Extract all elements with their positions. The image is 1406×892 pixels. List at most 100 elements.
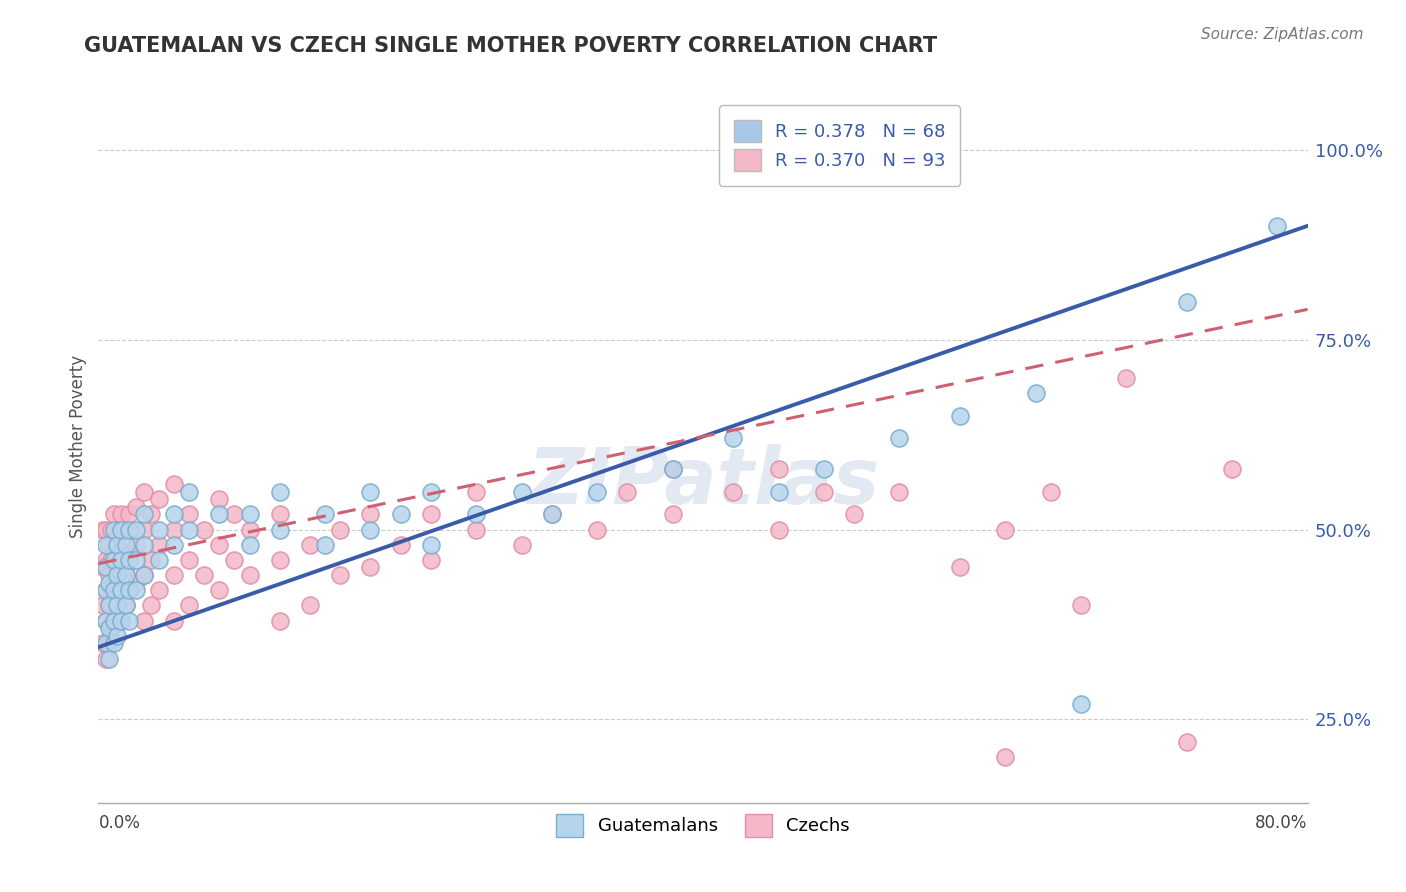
Point <box>723 431 745 445</box>
Point <box>994 750 1017 764</box>
Point <box>540 508 562 522</box>
Point <box>1070 599 1092 613</box>
Point <box>299 538 322 552</box>
Text: 0.0%: 0.0% <box>98 814 141 832</box>
Point <box>360 484 382 499</box>
Point <box>118 523 141 537</box>
Point <box>148 538 170 552</box>
Point <box>98 599 121 613</box>
Point <box>118 553 141 567</box>
Point <box>118 545 141 559</box>
Point <box>768 523 790 537</box>
Point <box>314 538 336 552</box>
Point <box>465 508 488 522</box>
Point <box>616 484 638 499</box>
Text: 80.0%: 80.0% <box>1256 814 1308 832</box>
Point <box>844 508 866 522</box>
Point <box>98 538 121 552</box>
Point <box>98 599 121 613</box>
Point <box>269 484 291 499</box>
Point <box>103 614 125 628</box>
Point <box>103 614 125 628</box>
Point <box>949 560 972 574</box>
Point <box>510 538 533 552</box>
Point <box>110 508 132 522</box>
Point <box>949 409 972 423</box>
Point <box>465 484 488 499</box>
Point <box>91 599 114 613</box>
Point <box>98 575 121 590</box>
Point <box>125 583 148 598</box>
Point <box>94 583 117 598</box>
Point <box>132 568 155 582</box>
Point <box>208 583 231 598</box>
Point <box>103 523 125 537</box>
Point <box>389 508 412 522</box>
Point <box>420 508 443 522</box>
Point <box>94 636 117 650</box>
Point <box>114 523 136 537</box>
Point <box>360 508 382 522</box>
Point <box>193 568 215 582</box>
Point <box>889 431 911 445</box>
Point <box>100 621 122 635</box>
Point <box>269 614 291 628</box>
Point <box>420 484 443 499</box>
Point <box>224 553 246 567</box>
Point <box>132 508 155 522</box>
Point <box>103 508 125 522</box>
Point <box>813 462 835 476</box>
Point <box>132 538 155 552</box>
Point <box>105 568 128 582</box>
Point <box>110 553 132 567</box>
Point <box>163 568 186 582</box>
Point <box>1220 462 1243 476</box>
Point <box>329 568 352 582</box>
Point <box>299 599 322 613</box>
Point <box>132 568 155 582</box>
Point <box>110 614 132 628</box>
Point <box>98 636 121 650</box>
Point <box>91 636 114 650</box>
Point <box>586 523 609 537</box>
Point <box>114 560 136 574</box>
Point <box>540 508 562 522</box>
Point <box>91 523 114 537</box>
Point <box>179 553 201 567</box>
Point <box>269 508 291 522</box>
Point <box>98 651 121 665</box>
Point <box>125 538 148 552</box>
Point <box>110 545 132 559</box>
Text: Source: ZipAtlas.com: Source: ZipAtlas.com <box>1201 27 1364 42</box>
Point <box>118 583 141 598</box>
Point <box>114 599 136 613</box>
Point <box>163 523 186 537</box>
Point <box>889 484 911 499</box>
Text: ZIPatlas: ZIPatlas <box>527 443 879 520</box>
Point <box>98 568 121 582</box>
Point <box>125 500 148 514</box>
Point <box>163 538 186 552</box>
Point <box>1024 385 1046 400</box>
Point <box>94 583 117 598</box>
Point <box>1267 219 1289 233</box>
Point <box>661 508 683 522</box>
Point <box>132 484 155 499</box>
Point <box>94 553 117 567</box>
Point <box>163 477 186 491</box>
Point <box>224 508 246 522</box>
Point <box>94 614 117 628</box>
Point <box>163 508 186 522</box>
Point <box>193 523 215 537</box>
Point <box>125 553 148 567</box>
Point <box>94 560 117 574</box>
Y-axis label: Single Mother Poverty: Single Mother Poverty <box>69 354 87 538</box>
Point <box>768 462 790 476</box>
Point <box>103 636 125 650</box>
Point <box>114 538 136 552</box>
Point <box>105 568 128 582</box>
Point <box>103 575 125 590</box>
Point <box>100 523 122 537</box>
Point <box>179 508 201 522</box>
Point <box>1039 484 1062 499</box>
